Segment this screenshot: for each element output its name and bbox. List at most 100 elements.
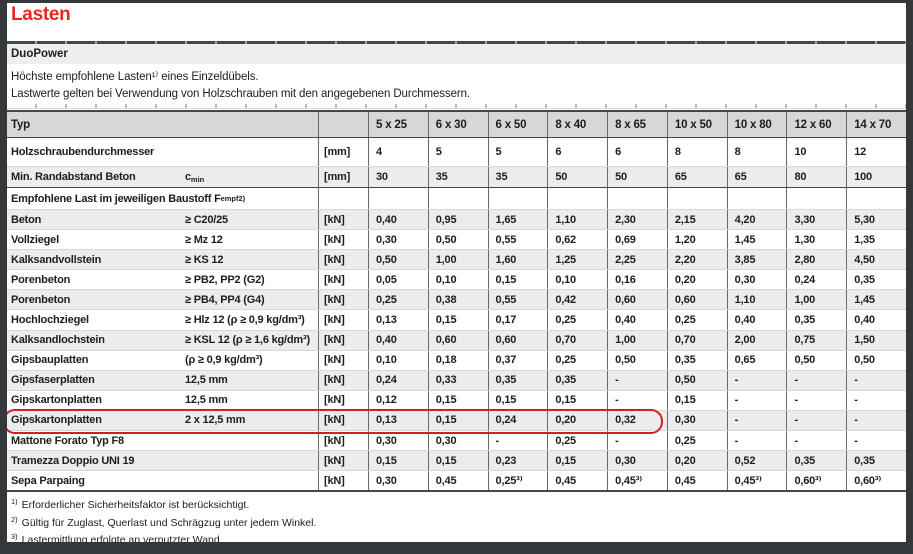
load-value-cell: 0,20 [666, 451, 727, 471]
load-value-cell: 12 [846, 138, 906, 166]
row-spec-text: ≥ Mz 12 [185, 233, 223, 246]
row-spec: (ρ ≥ 0,9 kg/dm³) [185, 354, 263, 366]
load-value-cell [427, 188, 488, 209]
grid-tick-rule [7, 104, 906, 109]
intro-line: Lastwerte gelten bei Verwendung von Holz… [11, 87, 471, 100]
unit-cell: [kN] [318, 451, 368, 471]
row-spec: ≥ PB2, PP2 (G2) [185, 274, 265, 286]
load-value-cell: 0,10 [427, 270, 488, 290]
footnote-text: Lastermittlung erfolgte an verputzter Wa… [21, 534, 223, 542]
load-value-cell: 4,50 [846, 250, 906, 270]
row-label: Gipsbauplatten [11, 354, 89, 367]
load-value-cell: 4 [368, 138, 428, 166]
footnote-text: Gültig für Zuglast, Querlast und Schrägz… [21, 516, 317, 529]
row-spec-text: ≥ C20/25 [185, 213, 228, 226]
load-value-cell: 5 [427, 138, 488, 166]
load-value-cell: 8 [666, 138, 727, 166]
load-table: Typ 5 x 25 6 x 30 6 x 50 8 x 40 8 x 65 10 x 5… [7, 110, 906, 493]
group-header-row: Empfohlene Last im jeweiligen Baustoff F… [7, 188, 906, 209]
load-value-cell: 0,55 [487, 290, 548, 310]
load-value-cell: 0,45³⁾ [607, 471, 667, 491]
load-value-cell: - [607, 390, 667, 410]
row-label: Porenbeton [11, 293, 71, 306]
load-value-cell: 1,35 [846, 230, 906, 250]
load-value-cell [487, 188, 548, 209]
load-value-cell: 0,15 [368, 451, 428, 471]
load-value-cell: 0,15 [427, 390, 488, 410]
load-value-cell: 0,30 [368, 230, 428, 250]
intro-text: Höchste empfohlene Lasten¹⁾ eines Einzel… [11, 69, 470, 102]
load-value-cell: 30 [368, 167, 428, 187]
load-value-cell: 0,17 [487, 310, 548, 330]
load-value-cell: 0,60 [666, 290, 727, 310]
load-value-cell: 0,05 [368, 270, 428, 290]
load-value-cell: 0,15 [427, 310, 488, 330]
unit-cell: [mm] [318, 138, 368, 166]
load-value-cell: 0,40 [726, 310, 787, 330]
footnote-text: Erforderlicher Sicherheitsfaktor ist ber… [21, 499, 250, 511]
load-value-cell: 0,25 [666, 310, 727, 330]
load-value-cell: 1,20 [666, 230, 727, 250]
load-value-cell: 0,45³⁾ [726, 471, 787, 491]
footnote-line: 2) Gültig für Zuglast, Querlast und Schrä… [11, 513, 316, 531]
load-value-cell: 1,25 [547, 250, 607, 270]
row-label-subscript: empf [220, 194, 239, 203]
load-value-cell: 0,33 [427, 370, 488, 390]
load-value-cell: 2,20 [666, 250, 727, 270]
size-column-header: 8 x 40 [547, 112, 607, 137]
load-value-cell: 0,70 [666, 330, 727, 350]
load-value-cell: 0,23 [487, 451, 548, 471]
intro-line: Höchste empfohlene Lasten¹⁾ eines Einzel… [11, 71, 259, 83]
load-value-cell: 1,30 [786, 230, 846, 250]
load-value-cell: 6 [547, 138, 607, 166]
size-column-header: 6 x 50 [487, 112, 548, 137]
load-value-cell: 1,10 [547, 210, 607, 230]
load-value-cell: 0,30 [666, 410, 727, 431]
load-value-cell: 2,80 [786, 250, 846, 270]
row-spec: ≥ KSL 12 (ρ ≥ 1,6 kg/dm³) [185, 334, 310, 346]
load-value-cell [547, 188, 607, 209]
load-value-cell: - [786, 410, 846, 431]
unit-cell: [kN] [318, 210, 368, 230]
row-label: Mattone Forato Typ F8 [11, 434, 124, 447]
load-value-cell [726, 188, 787, 209]
load-value-cell: 0,70 [547, 330, 607, 350]
load-value-cell: 0,15 [547, 390, 607, 410]
load-value-cell: 0,45 [547, 471, 607, 491]
row-label-cell: Porenbeton ≥ PB4, PP4 (G4) [7, 290, 318, 309]
unit-cell: [mm] [318, 167, 368, 187]
load-value-cell: - [607, 431, 667, 451]
load-value-cell: 0,62 [547, 230, 607, 250]
load-value-cell: 0,35 [547, 370, 607, 390]
load-value-cell: - [786, 370, 846, 390]
table-row: Mattone Forato Typ F8 [kN] 0,30 0,30-0,25-0… [7, 430, 906, 451]
row-label: Gipskartonplatten [11, 414, 102, 427]
row-spec: ≥ Hlz 12 (ρ ≥ 0,9 kg/dm³) [185, 314, 305, 326]
load-value-cell: 35 [487, 167, 548, 187]
load-value-cell: 0,60 [427, 330, 488, 350]
table-row: Porenbeton ≥ PB2, PP2 (G2) [kN] 0,05 0,10 0,1… [7, 269, 906, 290]
row-spec-text: ≥ KSL 12 (ρ ≥ 1,6 kg/dm³) [185, 334, 310, 347]
load-value-cell: 1,00 [427, 250, 488, 270]
load-value-cell: 0,50 [666, 370, 727, 390]
footnote-marker: 3) [11, 532, 18, 541]
table-row: Vollziegel ≥ Mz 12 [kN] 0,30 0,50 0,55 0,62 0,6… [7, 229, 906, 250]
load-value-cell: 0,16 [607, 270, 667, 290]
load-value-cell: 0,50 [368, 250, 428, 270]
load-value-cell: 0,60 [487, 330, 548, 350]
footnote-marker: 2) [11, 514, 18, 524]
load-value-cell: 0,37 [487, 350, 548, 370]
load-value-cell: - [726, 370, 787, 390]
load-value-cell: 50 [607, 167, 667, 187]
footnote-line: 3) Lastermittlung erfolgte an verputzter … [11, 530, 316, 542]
row-label-cell: Empfohlene Last im jeweiligen Baustoff F… [7, 188, 318, 209]
load-value-cell: 0,25 [547, 431, 607, 451]
load-value-cell: 10 [786, 138, 846, 166]
load-value-cell [368, 188, 428, 209]
load-value-cell: - [607, 370, 667, 390]
size-column-header: 10 x 50 [666, 112, 727, 137]
row-label: Kalksandlochstein [11, 334, 105, 347]
row-label-cell: Porenbeton ≥ PB2, PP2 (G2) [7, 270, 318, 289]
unit-cell: [kN] [318, 350, 368, 370]
